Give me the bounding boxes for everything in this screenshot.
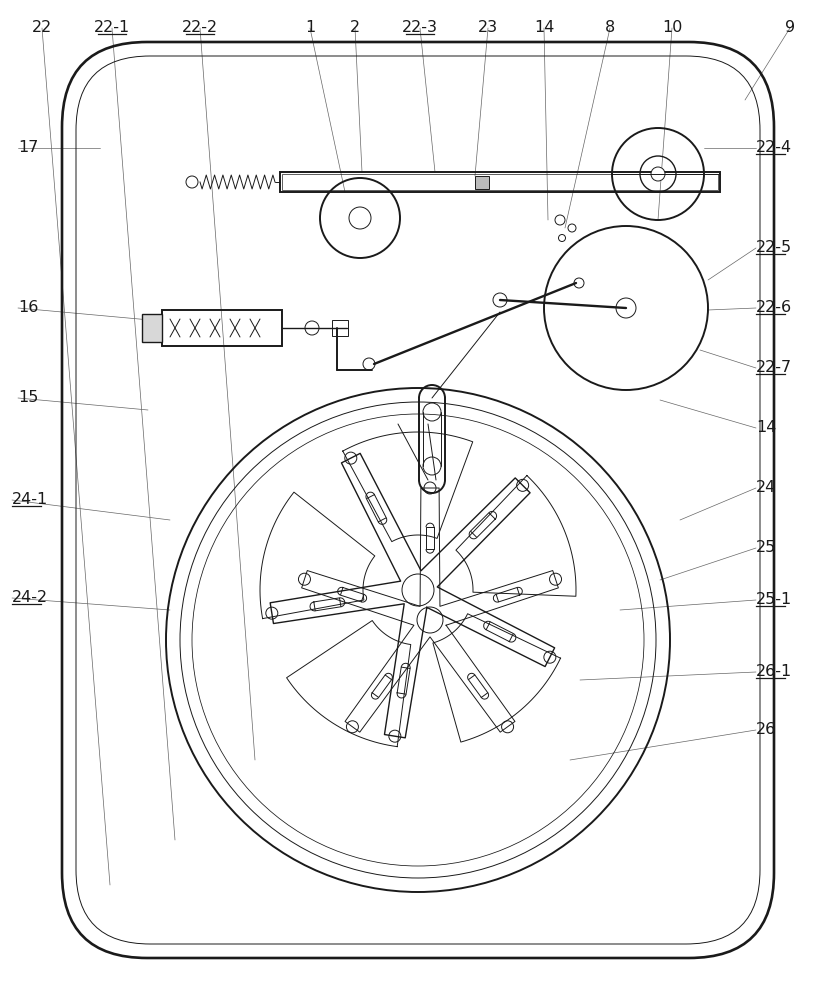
Bar [475,176,489,189]
Bar [280,172,720,192]
Text: 14: 14 [534,20,554,35]
Text: 22-5: 22-5 [756,240,793,255]
Bar [162,310,282,346]
Text: 9: 9 [785,20,795,35]
Text: 2: 2 [350,20,360,35]
Text: 25: 25 [756,540,777,556]
Text: 22: 22 [32,20,52,35]
Text: 22-1: 22-1 [94,20,130,35]
Text: 26: 26 [756,722,777,738]
Circle shape [651,167,665,181]
Text: 24-2: 24-2 [12,590,48,605]
Text: 1: 1 [305,20,315,35]
Text: 16: 16 [18,300,38,316]
Text: 24: 24 [756,481,777,495]
Text: 23: 23 [478,20,498,35]
Text: 26-1: 26-1 [756,664,793,680]
Text: 15: 15 [18,390,38,406]
Text: 8: 8 [605,20,615,35]
Text: 22-2: 22-2 [182,20,218,35]
Text: 14: 14 [756,420,777,436]
Text: 22-3: 22-3 [402,20,438,35]
Text: 22-4: 22-4 [756,140,793,155]
Text: 25-1: 25-1 [756,592,793,607]
Bar [332,320,348,336]
Text: 17: 17 [18,140,38,155]
Text: 22-6: 22-6 [756,300,793,316]
Bar [142,314,162,342]
Bar [282,174,718,190]
Text: 10: 10 [662,20,682,35]
Text: 22-7: 22-7 [756,360,793,375]
Text: 24-1: 24-1 [12,492,48,508]
